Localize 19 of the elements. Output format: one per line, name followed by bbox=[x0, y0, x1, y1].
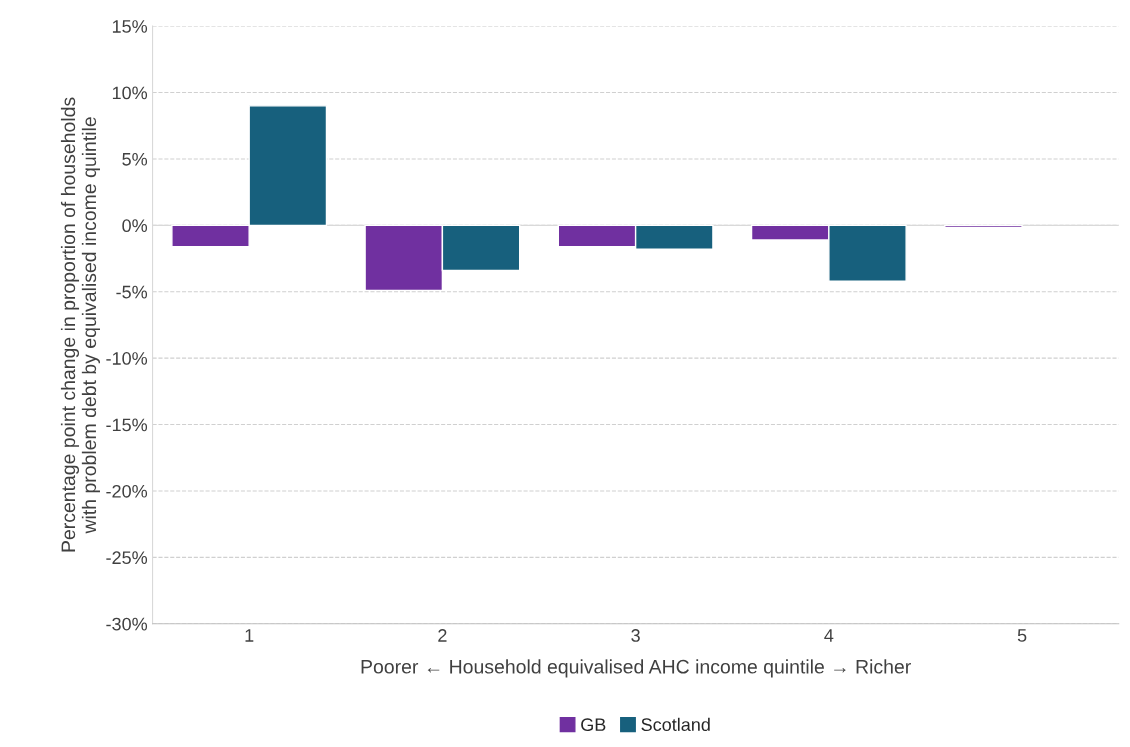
x-tick-label: 2 bbox=[438, 629, 447, 642]
x-tick-label: 1 bbox=[245, 629, 254, 642]
y-tick-label: 0% bbox=[122, 219, 148, 233]
y-tick-label: -25% bbox=[106, 551, 148, 565]
y-tick-label: 5% bbox=[122, 152, 148, 166]
y-tick-label: -10% bbox=[106, 352, 148, 365]
x-axis-title: Poorer ← Household equivalised AHC income quintile → Richer bbox=[361, 659, 911, 678]
y-tick-label: -20% bbox=[106, 484, 148, 498]
legend-label: Scotland bbox=[641, 717, 710, 732]
y-tick-label: -30% bbox=[106, 617, 148, 631]
legend-label: GB bbox=[581, 718, 606, 732]
y-tick-label: -15% bbox=[106, 418, 148, 432]
x-tick-label: 5 bbox=[1017, 629, 1027, 642]
y-tick-label: 15% bbox=[112, 20, 148, 33]
y-axis-title: Percentage point change in proportion of households with problem debt by equivalised income quintile bbox=[60, 97, 100, 552]
x-tick-label: 3 bbox=[631, 629, 640, 642]
x-tick-label: 4 bbox=[824, 629, 834, 642]
y-tick-label: 10% bbox=[112, 86, 148, 100]
y-tick-label: -5% bbox=[116, 285, 148, 299]
